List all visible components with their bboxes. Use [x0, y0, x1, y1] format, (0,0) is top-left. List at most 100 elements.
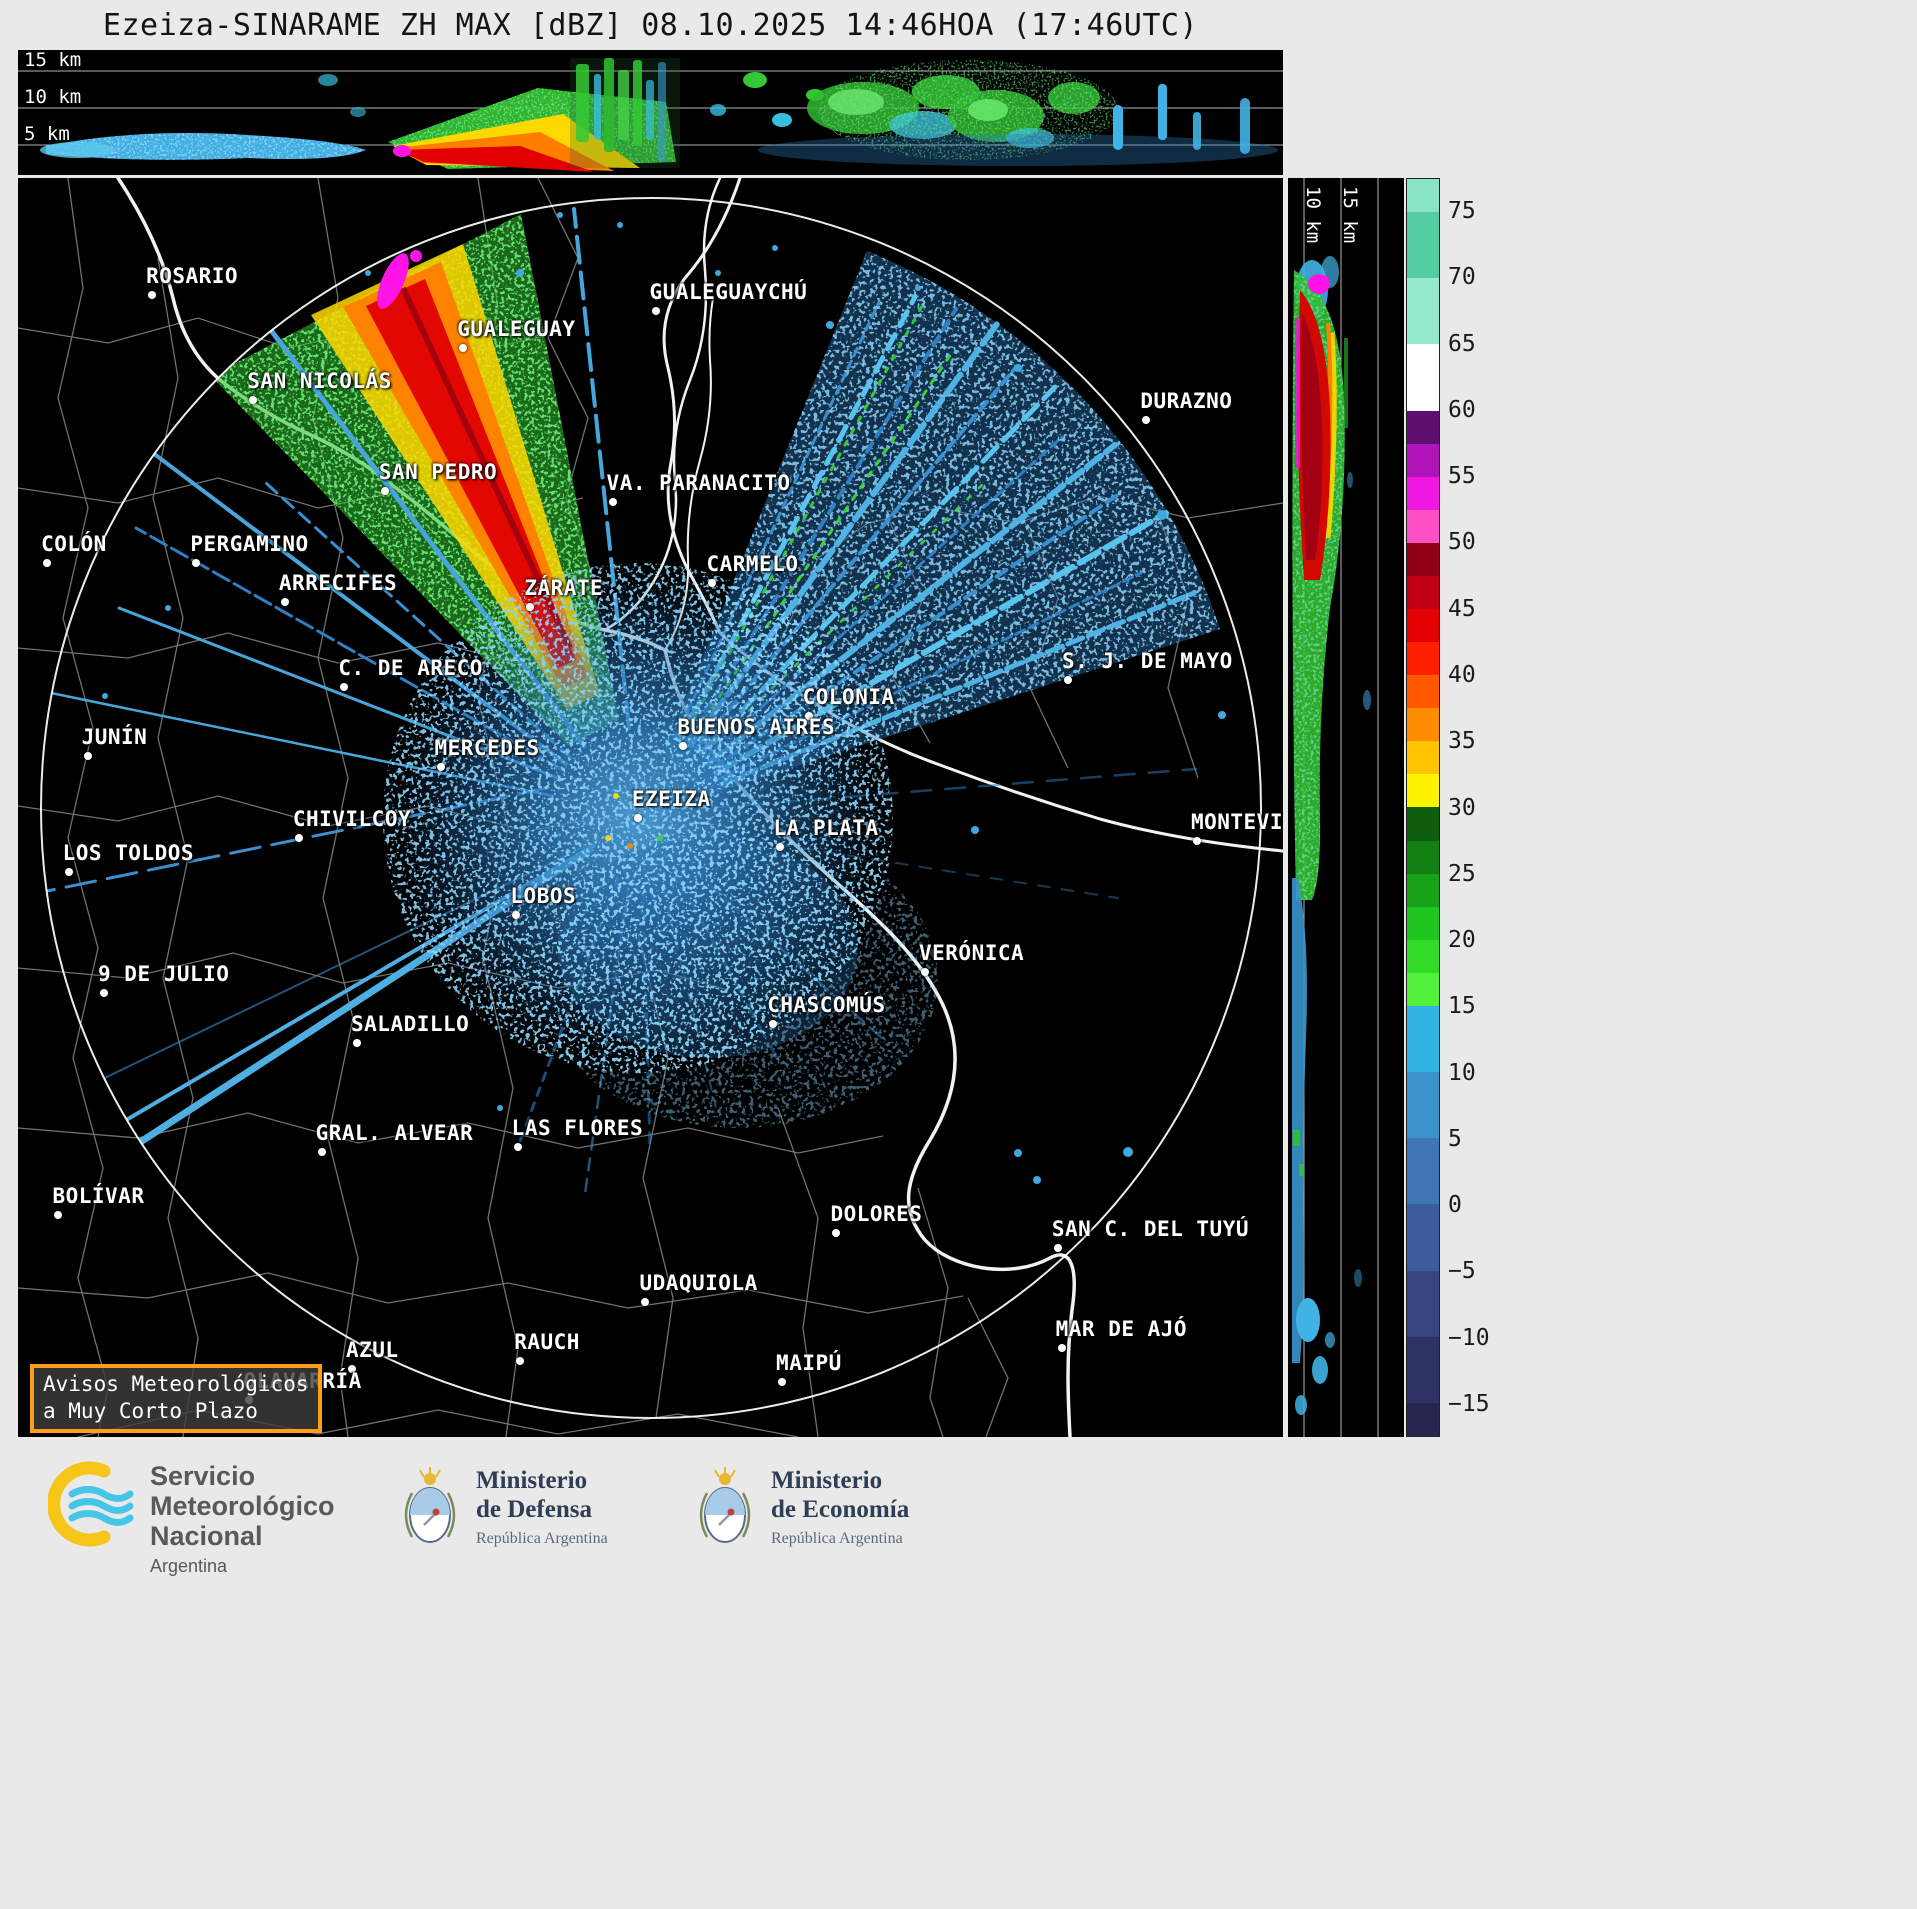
city-dot — [459, 343, 468, 352]
city-label: LA PLATA — [773, 815, 879, 840]
top-profile-svg — [18, 50, 1283, 175]
ministerio-defensa-branding: Ministerio de Defensa República Argentin… — [398, 1467, 608, 1549]
colorbar-tick-label: 15 — [1448, 993, 1476, 1020]
city-label: GUALEGUAYCHÚ — [649, 280, 808, 305]
colorbar-tick-label: 50 — [1448, 529, 1476, 556]
city-dot — [83, 751, 92, 760]
city-dot — [921, 968, 929, 977]
city-dot — [436, 763, 445, 772]
city-dot — [679, 741, 688, 750]
colorbar-segment — [1407, 1138, 1439, 1205]
city-dot — [804, 711, 813, 720]
smn-country: Argentina — [150, 1555, 228, 1576]
colorbar-segment — [1407, 1204, 1439, 1271]
colorbar-segment — [1407, 906, 1439, 940]
colorbar-tick-label: −5 — [1448, 1258, 1476, 1285]
colorbar-tick-label: 45 — [1448, 595, 1476, 622]
city-dot — [526, 603, 535, 612]
city-label: ROSARIO — [146, 264, 239, 289]
city-label: EZEIZA — [631, 786, 711, 811]
city-label: SALADILLO — [351, 1011, 470, 1036]
right-profile-panel: 5 km 10 km 15 km — [1288, 178, 1404, 1437]
city-label: PERGAMINO — [190, 532, 309, 557]
ministry-subtitle: República Argentina — [476, 1529, 608, 1547]
colorbar-tick-label: 65 — [1448, 330, 1476, 357]
city-dot — [513, 1143, 522, 1152]
city-label: COLÓN — [41, 532, 107, 557]
altitude-label-10km: 10 km — [24, 86, 82, 108]
dbz-colorbar-ticks: 75 70 65 60 55 50 45 40 35 30 25 20 15 10 5 0 −5 −10 −15 — [1448, 178, 1528, 1437]
colorbar-segment — [1407, 1072, 1439, 1139]
city-dot — [100, 988, 109, 997]
ministry-name-line: de Defensa — [476, 1495, 592, 1523]
city-label: C. DE ARECO — [338, 655, 483, 680]
colorbar-segment — [1407, 1270, 1439, 1337]
colorbar-segment — [1407, 807, 1439, 841]
city-label: ZÁRATE — [524, 576, 604, 601]
colorbar-tick-label: 20 — [1448, 927, 1476, 954]
colorbar-tick-label: 25 — [1448, 860, 1476, 887]
city-dot — [353, 1038, 362, 1047]
altitude-label-5km: 5 km — [24, 123, 70, 145]
city-label: SAN C. DEL TUYÚ — [1051, 1217, 1249, 1242]
city-dot — [148, 291, 157, 300]
city-label: CHIVILCOY — [292, 806, 412, 831]
coat-of-arms-icon — [404, 1467, 456, 1543]
city-label: DURAZNO — [1140, 388, 1233, 413]
colorbar-tick-label: 30 — [1448, 794, 1476, 821]
dbz-colorbar — [1406, 178, 1440, 1437]
city-label: CHASCOMÚS — [767, 993, 886, 1018]
colorbar-segment — [1407, 542, 1439, 576]
city-dot — [775, 842, 784, 851]
city-label: LAS FLORES — [511, 1116, 644, 1141]
range-circle — [40, 197, 1262, 1419]
colorbar-segment — [1407, 1402, 1439, 1436]
city-dot — [1142, 415, 1151, 424]
city-dot — [651, 307, 660, 316]
city-dot — [708, 579, 717, 588]
city-label: 9 DE JULIO — [98, 961, 230, 986]
altitude-label-v-15km: 15 km — [1339, 186, 1361, 244]
smn-name-line: Nacional — [150, 1521, 263, 1552]
economia-text: Ministerio de Economía República Argenti… — [771, 1467, 909, 1548]
city-layer: ROSARIO GUALEGUAYCHÚ GUALEGUAY SAN NICOLÁS D… — [18, 178, 1283, 1437]
scattered-echo-dots — [102, 212, 1226, 1184]
colorbar-segment — [1407, 840, 1439, 874]
right-profile-svg — [1288, 178, 1404, 1437]
ministerio-economia-branding: Ministerio de Economía República Argenti… — [693, 1467, 909, 1549]
colorbar-tick-label: 60 — [1448, 396, 1476, 423]
city-dot — [608, 497, 617, 506]
city-dot — [778, 1377, 787, 1386]
city-dot — [64, 867, 73, 876]
city-label: JUNÍN — [81, 724, 148, 749]
city-label: BUENOS AIRES — [677, 714, 836, 739]
colorbar-segment — [1407, 179, 1439, 213]
colorbar-tick-label: 10 — [1448, 1059, 1476, 1086]
top-profile-panel: 15 km 10 km 5 km — [18, 50, 1283, 175]
city-dot — [1057, 1343, 1066, 1352]
city-label: LOBOS — [510, 883, 577, 908]
colorbar-tick-label: 40 — [1448, 661, 1476, 688]
altitude-label-v-10km: 10 km — [1302, 186, 1324, 244]
warning-line-2: a Muy Corto Plazo — [43, 1399, 258, 1424]
city-dot — [43, 559, 52, 568]
city-dot — [516, 1357, 525, 1366]
radar-map-panel: ROSARIO GUALEGUAYCHÚ GUALEGUAY SAN NICOLÁS D… — [18, 178, 1283, 1437]
colorbar-segment — [1407, 774, 1439, 808]
city-label: VERÓNICA — [919, 941, 1025, 966]
colorbar-tick-label: 75 — [1448, 198, 1476, 225]
warning-box: Avisos Meteorológicos a Muy Corto Plazo — [30, 1364, 322, 1433]
city-dot — [641, 1298, 650, 1307]
colorbar-segment — [1407, 575, 1439, 610]
colorbar-segment — [1407, 1005, 1439, 1073]
city-dot — [317, 1148, 326, 1157]
smn-logo-icon — [48, 1461, 134, 1547]
colorbar-segment — [1407, 675, 1439, 709]
colorbar-tick-label: −10 — [1448, 1324, 1490, 1351]
smn-text: Servicio Meteorológico Nacional Argentin… — [150, 1461, 335, 1577]
city-label: GRAL. ALVEAR — [315, 1121, 474, 1146]
city-label: MAIPÚ — [776, 1350, 842, 1375]
colorbar-segment — [1407, 939, 1439, 973]
colorbar-segment — [1407, 212, 1439, 279]
